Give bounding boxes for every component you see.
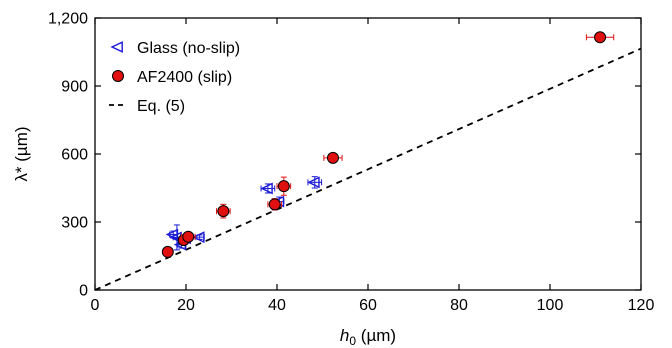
af2400-point-marker [326,151,339,164]
glass-point-marker [192,231,205,244]
x-tick-label: 100 [537,297,564,314]
x-tick-label: 0 [91,297,100,314]
legend-eq5-label: Eq. (5) [137,98,185,115]
y-axis-label: λ* (µm) [12,126,31,181]
x-tick-label: 120 [628,297,655,314]
legend-af2400-marker [112,70,124,82]
legend-af2400-label: AF2400 (slip) [137,69,232,86]
x-tick-label: 40 [268,297,286,314]
x-tick-label: 60 [359,297,377,314]
legend-glass-label: Glass (no-slip) [137,40,240,57]
y-tick-label: 300 [61,215,88,232]
glass-point-marker [260,182,273,195]
y-tick-label: 1,200 [48,11,88,28]
af2400-point-marker [594,31,607,44]
y-tick-label: 600 [61,147,88,164]
x-axis-label: h0 (µm) [340,326,396,348]
af2400-point-marker [268,198,281,211]
y-tick-label: 900 [61,79,88,96]
af2400-point-marker [182,230,195,243]
glass-point-marker [307,176,320,189]
x-tick-label: 20 [177,297,195,314]
x-tick-label: 80 [450,297,468,314]
af2400-point-marker [217,205,230,218]
legend-glass-marker [110,41,123,53]
y-tick-label: 0 [79,283,88,300]
af2400-point-marker [277,180,290,193]
af2400-point-marker [161,245,174,258]
